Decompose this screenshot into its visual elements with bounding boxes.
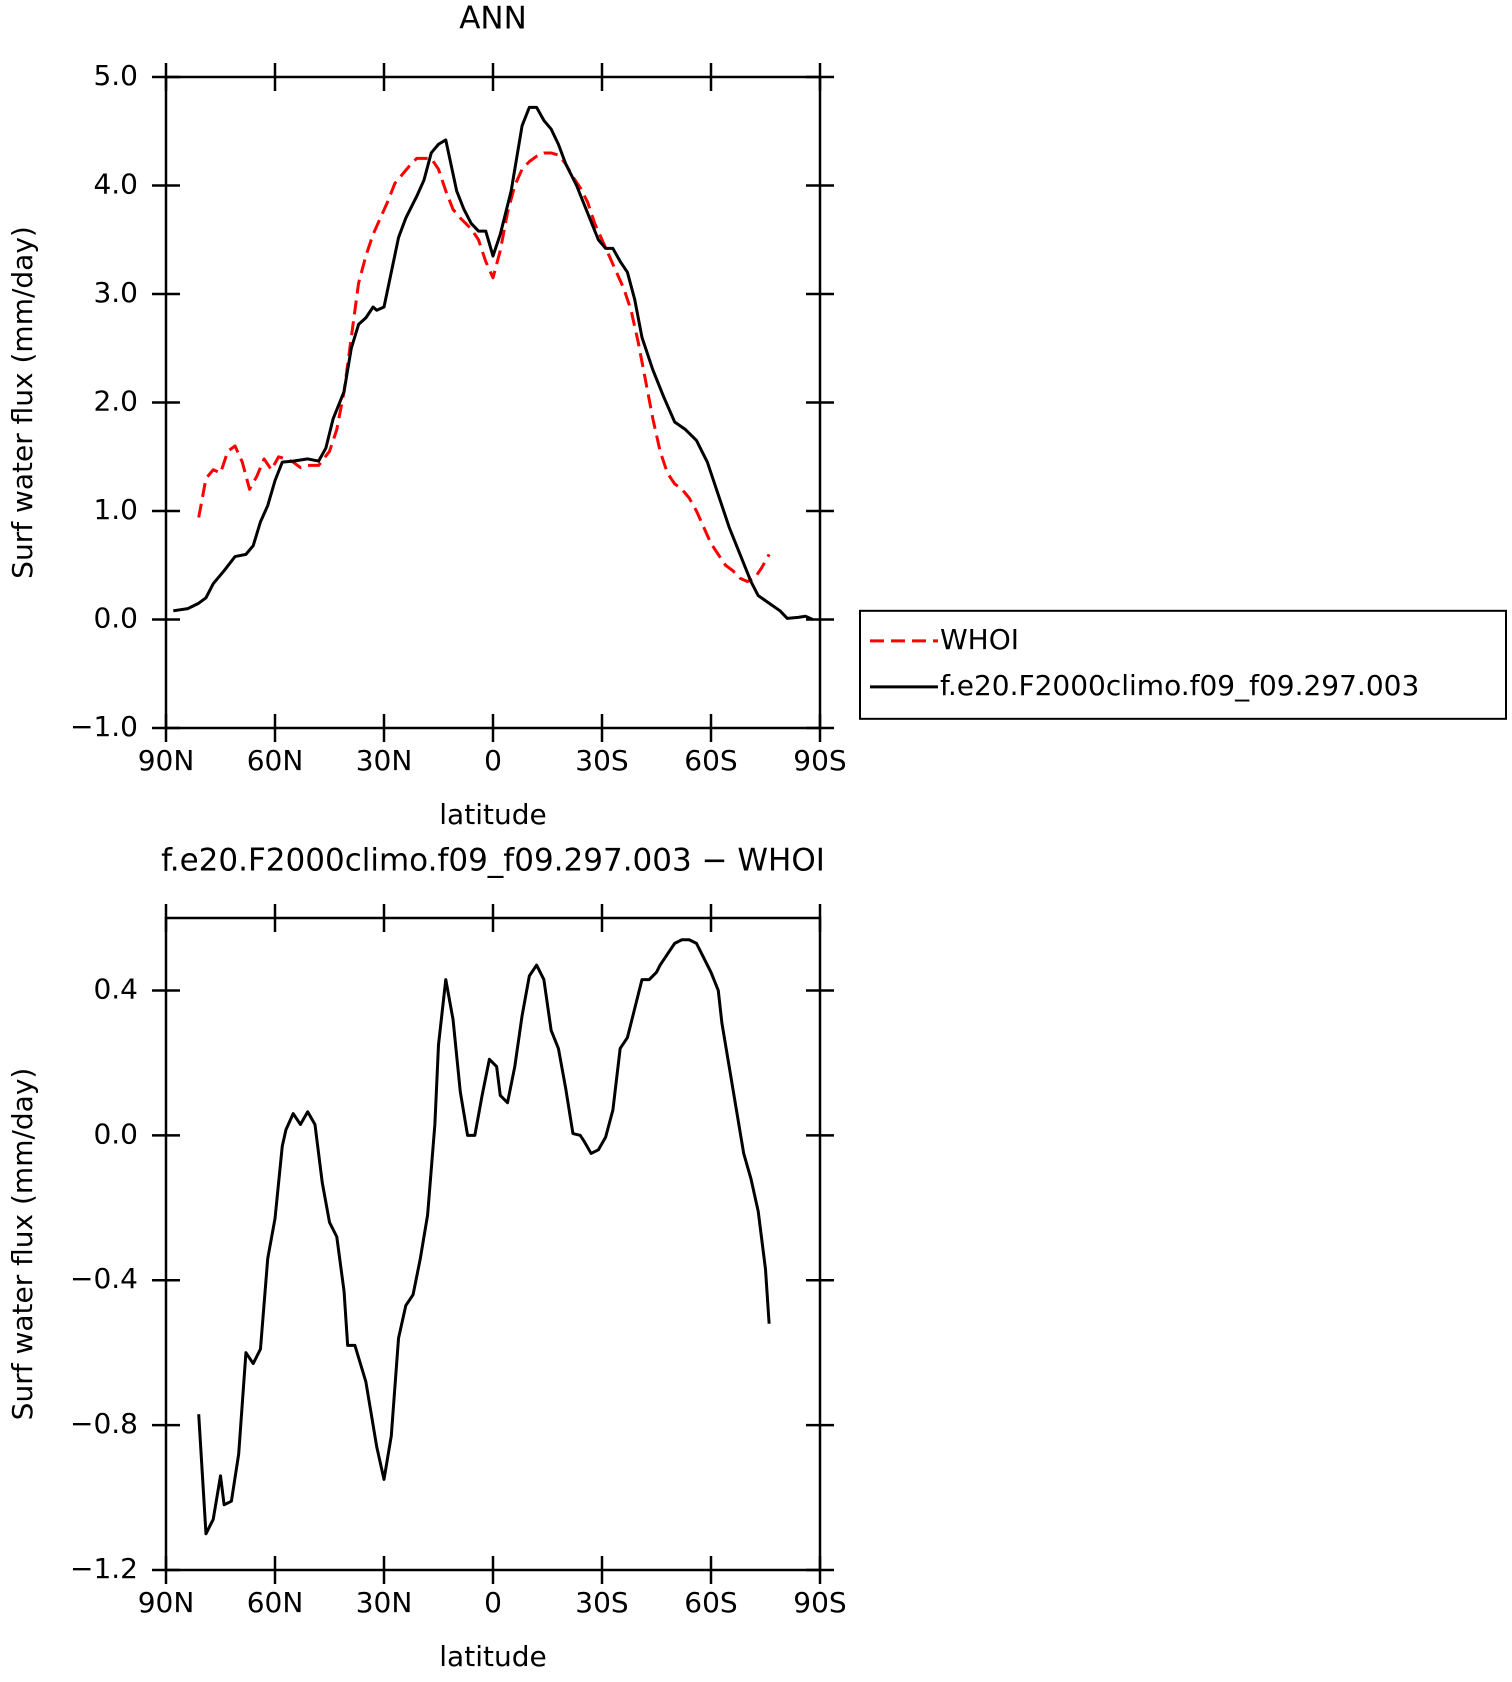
legend-label: f.e20.F2000climo.f09_f09.297.003 <box>940 669 1419 702</box>
legend-box <box>859 609 1507 720</box>
x-axis-label: latitude <box>439 1640 546 1673</box>
chart-title: ANN <box>459 1 527 37</box>
x-tick-label: 0 <box>484 1586 502 1619</box>
y-tick-label: −1.2 <box>70 1552 138 1585</box>
x-tick-label: 60S <box>684 744 737 777</box>
data-line <box>197 938 771 1536</box>
x-tick-label: 30S <box>575 744 628 777</box>
legend-label: WHOI <box>940 623 1019 656</box>
y-tick-label: 3.0 <box>93 276 138 309</box>
y-tick-label: −1.0 <box>70 710 138 743</box>
x-tick-label: 60N <box>247 1586 304 1619</box>
y-tick-label: −0.4 <box>70 1262 138 1295</box>
x-tick-label: 0 <box>484 744 502 777</box>
x-tick-label: 90S <box>793 1586 846 1619</box>
plot-frame <box>164 75 822 730</box>
x-tick-label: 60N <box>247 744 304 777</box>
data-line <box>173 105 814 621</box>
y-tick-label: 2.0 <box>93 385 138 418</box>
x-tick-label: 30N <box>356 744 413 777</box>
y-tick-label: 0.0 <box>93 1117 138 1150</box>
x-tick-label: 90N <box>138 1586 195 1619</box>
y-tick-label: 0.0 <box>93 602 138 635</box>
data-line <box>197 151 771 584</box>
x-tick-label: 30N <box>356 1586 413 1619</box>
x-tick-label: 30S <box>575 1586 628 1619</box>
plot-frame <box>164 916 822 1572</box>
y-tick-label: 4.0 <box>93 168 138 201</box>
y-tick-label: −0.8 <box>70 1407 138 1440</box>
chart-title: f.e20.F2000climo.f09_f09.297.003 − WHOI <box>161 843 825 879</box>
y-axis-label: Surf water flux (mm/day) <box>6 226 39 579</box>
y-tick-label: 1.0 <box>93 493 138 526</box>
y-tick-label: 5.0 <box>93 59 138 92</box>
x-axis-label: latitude <box>439 798 546 831</box>
x-tick-label: 90N <box>138 744 195 777</box>
y-axis-label: Surf water flux (mm/day) <box>6 1068 39 1421</box>
x-tick-label: 60S <box>684 1586 737 1619</box>
y-tick-label: 0.4 <box>93 972 138 1005</box>
x-tick-label: 90S <box>793 744 846 777</box>
